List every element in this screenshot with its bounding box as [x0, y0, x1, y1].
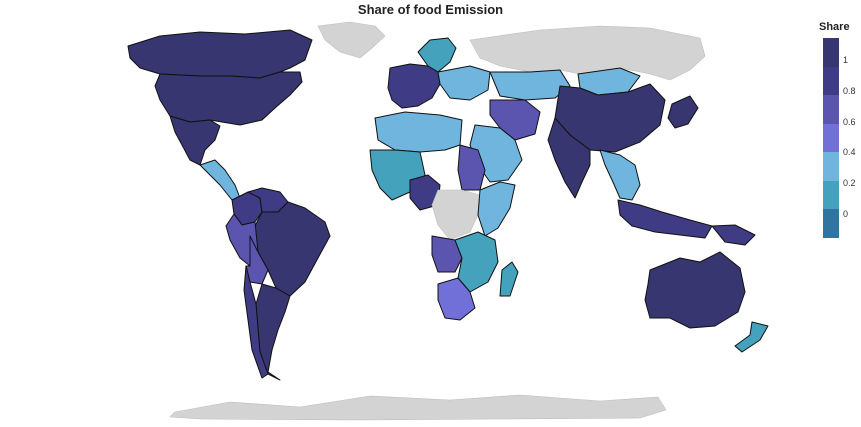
region-australia[interactable] — [644, 251, 746, 329]
region-eastern-europe[interactable] — [437, 65, 491, 101]
colorbar-segment — [823, 38, 839, 68]
region-mexico[interactable] — [169, 115, 221, 166]
region-canada[interactable] — [127, 29, 313, 79]
colorbar-segment — [823, 66, 839, 96]
region-kazakhstan[interactable] — [489, 69, 571, 101]
region-southeast-asia[interactable] — [599, 149, 641, 201]
colorbar — [823, 38, 839, 239]
region-indonesia[interactable] — [617, 199, 713, 239]
region-central-africa[interactable] — [431, 189, 481, 241]
region-madagascar[interactable] — [499, 261, 519, 297]
colorbar-segment — [823, 123, 839, 153]
colorbar-tick-label: 0.6 — [843, 116, 856, 127]
region-russia[interactable] — [469, 25, 706, 81]
region-central-america[interactable] — [199, 159, 241, 201]
colorbar-tick-label: 0.2 — [843, 178, 856, 189]
region-bolivia[interactable] — [245, 235, 269, 285]
colorbar-segment — [823, 95, 839, 125]
region-greenland[interactable] — [317, 21, 386, 59]
region-southern-africa[interactable] — [454, 231, 499, 293]
region-india[interactable] — [547, 117, 591, 199]
colorbar-segment — [823, 180, 839, 210]
colorbar-tick-label: 0.4 — [843, 147, 856, 158]
chart-title: Share of food Emission — [357, 2, 504, 17]
colorbar-segment — [823, 152, 839, 182]
region-south-africa[interactable] — [437, 277, 476, 321]
region-east-africa[interactable] — [477, 181, 516, 237]
colorbar-segment — [823, 209, 839, 239]
region-antarctica[interactable] — [169, 394, 667, 421]
colorbar-title: Share — [819, 21, 850, 33]
colorbar-tick-label: 0.8 — [843, 85, 856, 96]
colorbar-tick-label: 1 — [843, 55, 849, 66]
region-papua-new-guinea[interactable] — [711, 224, 756, 246]
region-japan[interactable] — [667, 95, 699, 129]
region-western-europe[interactable] — [387, 63, 441, 109]
region-chile[interactable] — [243, 265, 269, 379]
region-united-states[interactable] — [154, 71, 303, 126]
colorbar-tick-label: 0 — [843, 208, 849, 219]
region-north-africa[interactable] — [374, 111, 463, 153]
region-new-zealand[interactable] — [734, 321, 769, 353]
